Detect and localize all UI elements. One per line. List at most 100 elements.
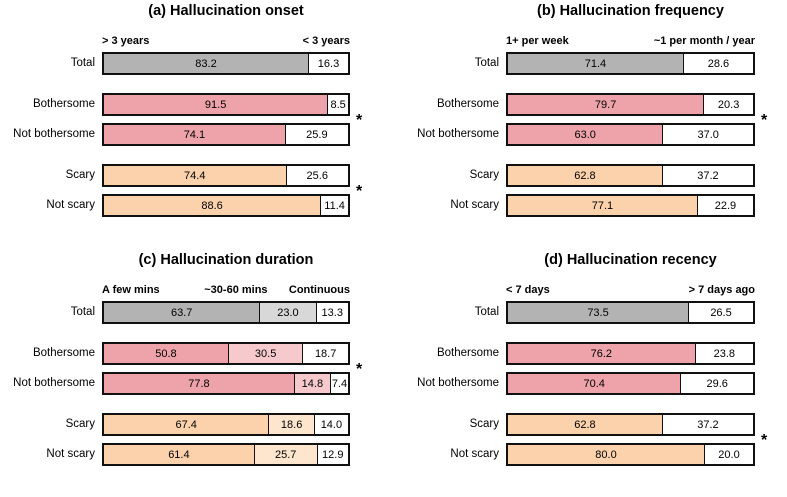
- bar-segment: 37.2: [661, 166, 753, 185]
- bar-row: Not scary 77.1 22.9: [393, 194, 787, 217]
- bar-group: Bothersome 50.8 30.5 18.7 Not bothersome 77.8…: [0, 342, 394, 395]
- bar-segment: 71.4: [508, 54, 683, 73]
- panel-hallucination-duration: (c) Hallucination duration A few mins ~30…: [0, 249, 394, 466]
- bar-segment: 63.7: [104, 303, 260, 322]
- bar-segment: 12.9: [316, 445, 348, 464]
- significance-asterisk: *: [356, 182, 363, 200]
- row-label: Bothersome: [436, 98, 499, 110]
- bar-segment: 91.5: [104, 95, 328, 114]
- bar-rows: Total 83.2 16.3 Bothersome 91.5 8.5 Not bother…: [0, 52, 394, 217]
- bar-group: Bothersome 76.2 23.8 Not bothersome 70.4 29.6: [393, 342, 787, 395]
- significance-asterisk: *: [356, 360, 363, 378]
- column-headers: 1+ per week ~1 per month / year: [506, 32, 755, 48]
- column-header: < 3 years: [302, 35, 350, 47]
- bar-segment: 30.5: [227, 344, 303, 363]
- column-header: A few mins: [102, 284, 160, 296]
- stacked-bar: 70.4 29.6: [506, 372, 755, 395]
- bar-segment: 80.0: [508, 445, 704, 464]
- row-label: Bothersome: [32, 347, 95, 359]
- bar-segment: 25.6: [285, 166, 348, 185]
- bar-segment: 18.7: [302, 344, 348, 363]
- panel-hallucination-onset: (a) Hallucination onset > 3 years < 3 yea…: [0, 0, 394, 217]
- stacked-bar: 74.4 25.6: [102, 164, 350, 187]
- column-header: ~1 per month / year: [653, 35, 755, 47]
- significance-asterisk: *: [761, 431, 768, 449]
- bar-row: Not bothersome 70.4 29.6: [393, 372, 787, 395]
- stacked-bar: 50.8 30.5 18.7: [102, 342, 350, 365]
- bar-segment: 8.5: [327, 95, 348, 114]
- row-label: Not scary: [46, 199, 95, 211]
- row-label: Total: [474, 306, 499, 318]
- bar-group: Total 83.2 16.3: [0, 52, 394, 75]
- bar-row: Bothersome 79.7 20.3: [393, 93, 787, 116]
- bar-segment: 23.0: [259, 303, 316, 322]
- panel-title: (b) Hallucination frequency: [537, 3, 724, 19]
- bar-rows: Total 73.5 26.5 Bothersome 76.2 23.8 Not bothe…: [393, 301, 787, 466]
- stacked-bar: 63.0 37.0: [506, 123, 755, 146]
- bar-segment: 61.4: [104, 445, 254, 464]
- bar-segment: 18.6: [268, 415, 314, 434]
- bar-row: Bothersome 91.5 8.5: [0, 93, 394, 116]
- stacked-bar: 88.6 11.4: [102, 194, 350, 217]
- bar-row: Total 73.5 26.5: [393, 301, 787, 324]
- bar-segment: 76.2: [508, 344, 695, 363]
- bar-group: Bothersome 79.7 20.3 Not bothersome 63.0 37.0: [393, 93, 787, 146]
- stacked-bar: 77.8 14.8 7.4: [102, 372, 350, 395]
- column-headers: < 7 days > 7 days ago: [506, 281, 755, 297]
- column-headers: > 3 years < 3 years: [102, 32, 350, 48]
- row-label: Not bothersome: [13, 128, 95, 140]
- stacked-bar: 91.5 8.5: [102, 93, 350, 116]
- bar-group: Total 73.5 26.5: [393, 301, 787, 324]
- bar-segment: 26.5: [688, 303, 753, 322]
- column-header: 1+ per week: [506, 35, 569, 47]
- panel-title: (c) Hallucination duration: [138, 252, 314, 268]
- bar-segment: 25.9: [284, 125, 348, 144]
- bar-row: Scary 74.4 25.6: [0, 164, 394, 187]
- row-label: Scary: [65, 418, 95, 430]
- bar-row: Bothersome 50.8 30.5 18.7: [0, 342, 394, 365]
- bar-segment: 25.7: [253, 445, 317, 464]
- bar-row: Not scary 80.0 20.0: [393, 443, 787, 466]
- panel-title: (d) Hallucination recency: [544, 252, 717, 268]
- row-label: Total: [474, 57, 499, 69]
- bar-segment: 83.2: [104, 54, 309, 73]
- bar-segment: 7.4: [329, 374, 348, 393]
- bar-segment: 29.6: [680, 374, 753, 393]
- panel-title: (a) Hallucination onset: [148, 3, 304, 19]
- row-label: Scary: [469, 169, 499, 181]
- bar-segment: 67.4: [104, 415, 269, 434]
- bar-row: Total 63.7 23.0 13.3: [0, 301, 394, 324]
- row-label: Bothersome: [436, 347, 499, 359]
- stacked-bar: 76.2 23.8: [506, 342, 755, 365]
- stacked-bar: 77.1 22.9: [506, 194, 755, 217]
- bar-segment: 23.8: [694, 344, 753, 363]
- stacked-bar: 73.5 26.5: [506, 301, 755, 324]
- bar-row: Not scary 61.4 25.7 12.9: [0, 443, 394, 466]
- stacked-bar: 80.0 20.0: [506, 443, 755, 466]
- column-header: > 7 days ago: [688, 284, 755, 296]
- row-label: Not bothersome: [13, 377, 95, 389]
- stacked-bar: 79.7 20.3: [506, 93, 755, 116]
- bar-row: Not scary 88.6 11.4: [0, 194, 394, 217]
- bar-group: Scary 62.8 37.2 Not scary 80.0 20.0: [393, 413, 787, 466]
- bar-group: Scary 74.4 25.6 Not scary 88.6 11.4: [0, 164, 394, 217]
- column-header: ~30-60 mins: [204, 284, 268, 296]
- bar-segment: 37.2: [661, 415, 753, 434]
- panel-hallucination-frequency: (b) Hallucination frequency 1+ per week ~…: [393, 0, 787, 217]
- bar-segment: 79.7: [508, 95, 704, 114]
- row-label: Not scary: [46, 448, 95, 460]
- stacked-bar: 83.2 16.3: [102, 52, 350, 75]
- bar-rows: Total 63.7 23.0 13.3 Bothersome 50.8 30.5 18.7 N…: [0, 301, 394, 466]
- column-header: Continuous: [288, 284, 350, 296]
- bar-row: Bothersome 76.2 23.8: [393, 342, 787, 365]
- bar-group: Scary 62.8 37.2 Not scary 77.1 22.9: [393, 164, 787, 217]
- bar-segment: 13.3: [315, 303, 348, 322]
- bar-rows: Total 71.4 28.6 Bothersome 79.7 20.3 Not bothe…: [393, 52, 787, 217]
- stacked-bar: 67.4 18.6 14.0: [102, 413, 350, 436]
- stacked-bar: 71.4 28.6: [506, 52, 755, 75]
- bar-segment: 14.8: [293, 374, 330, 393]
- bar-segment: 74.4: [104, 166, 286, 185]
- bar-segment: 62.8: [508, 166, 662, 185]
- bar-segment: 20.3: [703, 95, 753, 114]
